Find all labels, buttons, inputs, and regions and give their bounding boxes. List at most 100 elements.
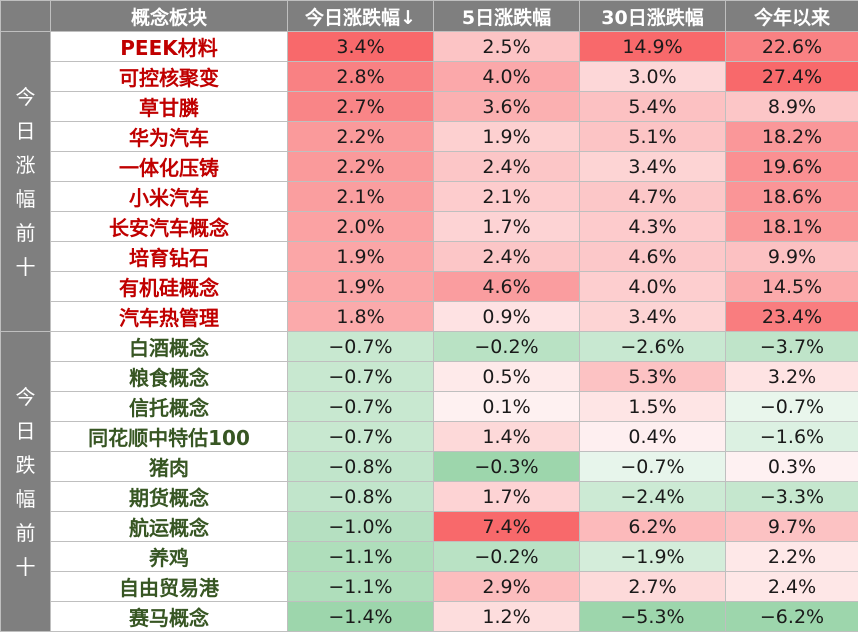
group-label-gainers: 今日涨幅前十 (1, 32, 51, 332)
sector-name[interactable]: 粮食概念 (51, 362, 288, 392)
5day-change-cell: 3.6% (434, 92, 580, 122)
header-sector-name[interactable]: 概念板块 (51, 1, 288, 32)
sector-name[interactable]: 草甘膦 (51, 92, 288, 122)
sector-name[interactable]: 养鸡 (51, 542, 288, 572)
sector-name[interactable]: 信托概念 (51, 392, 288, 422)
ytd-change-cell: 9.7% (726, 512, 858, 542)
today-change-cell: −1.1% (288, 572, 434, 602)
30day-change-cell: 5.4% (580, 92, 726, 122)
30day-change-cell: 4.7% (580, 182, 726, 212)
sector-name[interactable]: 赛马概念 (51, 602, 288, 632)
sector-name[interactable]: 期货概念 (51, 482, 288, 512)
table-row[interactable]: 赛马概念−1.4%1.2%−5.3%−6.2% (1, 602, 858, 632)
table-row[interactable]: 今日跌幅前十白酒概念−0.7%−0.2%−2.6%−3.7% (1, 332, 858, 362)
today-change-cell: 2.2% (288, 122, 434, 152)
ytd-change-cell: 3.2% (726, 362, 858, 392)
group-label-text: 今日涨幅前十 (15, 80, 37, 284)
today-change-cell: −0.8% (288, 452, 434, 482)
sector-name[interactable]: PEEK材料 (51, 32, 288, 62)
30day-change-cell: −1.9% (580, 542, 726, 572)
30day-change-cell: 0.4% (580, 422, 726, 452)
header-ytd-change[interactable]: 今年以来 (726, 1, 858, 32)
30day-change-cell: −2.6% (580, 332, 726, 362)
5day-change-cell: 2.4% (434, 152, 580, 182)
table-row[interactable]: 信托概念−0.7%0.1%1.5%−0.7% (1, 392, 858, 422)
today-change-cell: −1.0% (288, 512, 434, 542)
table-row[interactable]: 期货概念−0.8%1.7%−2.4%−3.3% (1, 482, 858, 512)
sector-name[interactable]: 猪肉 (51, 452, 288, 482)
ytd-change-cell: 0.3% (726, 452, 858, 482)
today-change-cell: −0.7% (288, 392, 434, 422)
sector-name[interactable]: 汽车热管理 (51, 302, 288, 332)
header-today-change[interactable]: 今日涨跌幅↓ (288, 1, 434, 32)
sector-name[interactable]: 可控核聚变 (51, 62, 288, 92)
sector-name[interactable]: 自由贸易港 (51, 572, 288, 602)
today-change-cell: −0.7% (288, 332, 434, 362)
header-5day-change[interactable]: 5日涨跌幅 (434, 1, 580, 32)
30day-change-cell: 6.2% (580, 512, 726, 542)
5day-change-cell: 1.4% (434, 422, 580, 452)
30day-change-cell: 5.3% (580, 362, 726, 392)
ytd-change-cell: −3.3% (726, 482, 858, 512)
today-change-cell: −0.7% (288, 362, 434, 392)
today-change-cell: 2.8% (288, 62, 434, 92)
table-row[interactable]: 养鸡−1.1%−0.2%−1.9%2.2% (1, 542, 858, 572)
sector-name[interactable]: 小米汽车 (51, 182, 288, 212)
5day-change-cell: 0.5% (434, 362, 580, 392)
5day-change-cell: 2.4% (434, 242, 580, 272)
ytd-change-cell: 14.5% (726, 272, 858, 302)
table-row[interactable]: 猪肉−0.8%−0.3%−0.7%0.3% (1, 452, 858, 482)
5day-change-cell: −0.2% (434, 542, 580, 572)
header-30day-change[interactable]: 30日涨跌幅 (580, 1, 726, 32)
sector-name[interactable]: 白酒概念 (51, 332, 288, 362)
sector-name[interactable]: 同花顺中特估100 (51, 422, 288, 452)
sector-name[interactable]: 培育钻石 (51, 242, 288, 272)
30day-change-cell: 3.4% (580, 302, 726, 332)
ytd-change-cell: 2.2% (726, 542, 858, 572)
table-row[interactable]: 粮食概念−0.7%0.5%5.3%3.2% (1, 362, 858, 392)
ytd-change-cell: 8.9% (726, 92, 858, 122)
today-change-cell: 2.0% (288, 212, 434, 242)
5day-change-cell: 7.4% (434, 512, 580, 542)
group-label-losers: 今日跌幅前十 (1, 332, 51, 632)
sector-name[interactable]: 一体化压铸 (51, 152, 288, 182)
today-change-cell: 1.9% (288, 272, 434, 302)
today-change-cell: 3.4% (288, 32, 434, 62)
5day-change-cell: 1.7% (434, 482, 580, 512)
sector-name[interactable]: 航运概念 (51, 512, 288, 542)
sector-name[interactable]: 长安汽车概念 (51, 212, 288, 242)
30day-change-cell: 4.6% (580, 242, 726, 272)
5day-change-cell: 4.6% (434, 272, 580, 302)
ytd-change-cell: 18.6% (726, 182, 858, 212)
table-row[interactable]: 自由贸易港−1.1%2.9%2.7%2.4% (1, 572, 858, 602)
5day-change-cell: 1.7% (434, 212, 580, 242)
today-change-cell: 2.2% (288, 152, 434, 182)
table-row[interactable]: 航运概念−1.0%7.4%6.2%9.7% (1, 512, 858, 542)
sector-name[interactable]: 华为汽车 (51, 122, 288, 152)
header-row: 概念板块 今日涨跌幅↓ 5日涨跌幅 30日涨跌幅 今年以来 (1, 1, 858, 32)
30day-change-cell: 5.1% (580, 122, 726, 152)
table-row[interactable]: 同花顺中特估100−0.7%1.4%0.4%−1.6% (1, 422, 858, 452)
5day-change-cell: 0.9% (434, 302, 580, 332)
today-change-cell: −0.7% (288, 422, 434, 452)
today-change-cell: 1.9% (288, 242, 434, 272)
ytd-change-cell: 22.6% (726, 32, 858, 62)
today-change-cell: −1.1% (288, 542, 434, 572)
today-change-cell: 2.7% (288, 92, 434, 122)
5day-change-cell: −0.2% (434, 332, 580, 362)
ytd-change-cell: 18.1% (726, 212, 858, 242)
sector-name[interactable]: 有机硅概念 (51, 272, 288, 302)
header-group (1, 1, 51, 32)
